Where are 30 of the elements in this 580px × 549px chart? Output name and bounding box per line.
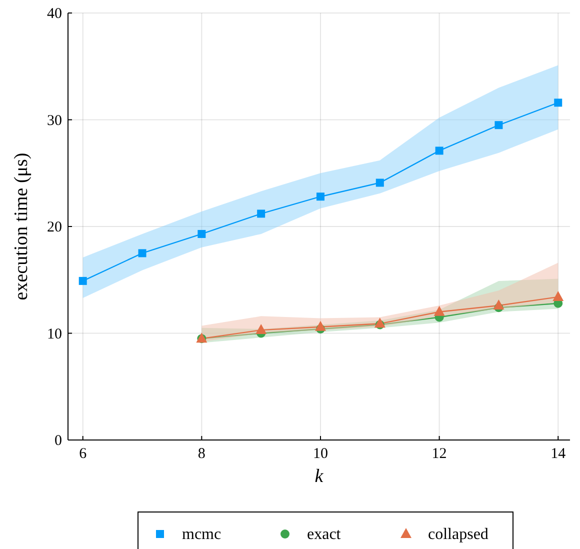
y-tick-label: 20	[47, 220, 62, 236]
point	[138, 249, 146, 258]
x-axis-title: k	[314, 466, 324, 487]
point	[314, 320, 326, 331]
x-tick-label: 14	[550, 446, 566, 462]
point	[198, 230, 206, 238]
point	[376, 178, 384, 187]
point	[257, 210, 266, 218]
point	[316, 192, 324, 201]
point	[434, 306, 445, 316]
y-tick-label: 40	[47, 6, 62, 22]
y-tick-label: 0	[54, 433, 62, 449]
x-tick-label: 8	[198, 446, 206, 462]
legend-label: exact	[307, 526, 342, 543]
point	[554, 98, 562, 107]
legend-label: mcmc	[182, 526, 222, 543]
y-tick-label: 10	[47, 326, 62, 342]
x-tick-label: 12	[432, 446, 447, 462]
legend-label: collapsed	[428, 526, 488, 543]
point	[78, 276, 87, 285]
point	[435, 146, 444, 155]
point	[493, 299, 504, 310]
y-axis-title: execution time (μs)	[11, 152, 32, 300]
point	[494, 121, 503, 130]
x-tick-label: 6	[79, 446, 88, 462]
y-tick-label: 30	[47, 112, 62, 129]
point	[374, 318, 386, 328]
x-tick-label: 10	[312, 446, 328, 462]
point	[552, 290, 564, 301]
point	[256, 324, 267, 334]
